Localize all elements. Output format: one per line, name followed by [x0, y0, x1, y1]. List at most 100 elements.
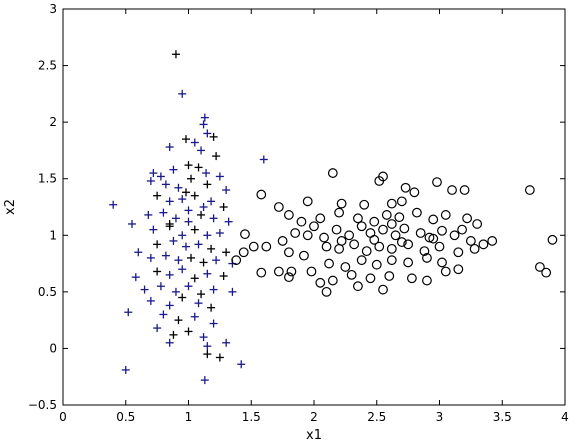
plus-point	[181, 135, 190, 144]
circle-point	[386, 243, 397, 254]
plus-point	[224, 217, 233, 226]
plus-point	[197, 210, 206, 219]
plus-point	[181, 242, 190, 251]
circle-point	[315, 277, 326, 288]
plus-point	[199, 120, 208, 129]
plus-point	[171, 214, 180, 223]
plus-point	[207, 197, 216, 206]
plus-point	[171, 50, 180, 59]
plus-point	[124, 308, 133, 317]
y-tick-label: 1	[49, 228, 57, 242]
circle-point	[547, 234, 558, 245]
plus-point	[184, 327, 193, 336]
circle-point	[261, 241, 272, 252]
x-tick-label: 4	[561, 410, 569, 424]
plus-point	[161, 180, 170, 189]
circle-point	[277, 236, 288, 246]
plus-point	[222, 338, 231, 347]
circle-point	[361, 246, 372, 257]
circle-point	[378, 224, 388, 235]
plus-point	[174, 256, 183, 265]
x-tick-label: 3.5	[493, 410, 512, 424]
plus-point	[215, 229, 224, 238]
axis-ticks: 0 0.5 1 1.5 2 2.5 3 3.5 4−0.500.511.522.53	[28, 2, 569, 424]
plus-point	[181, 188, 190, 197]
plus-point	[153, 240, 162, 249]
plus-point	[121, 365, 130, 374]
y-tick-label: 0	[49, 341, 57, 355]
x-tick-label: 1.5	[242, 410, 261, 424]
plot-marks	[109, 50, 558, 385]
circle-point	[422, 253, 432, 263]
plus-point	[203, 129, 212, 138]
plus-point	[215, 353, 224, 362]
x-axis-label: x1	[306, 428, 322, 443]
plus-point	[128, 219, 137, 228]
circle-point	[327, 168, 338, 178]
plus-point	[199, 258, 208, 267]
plus-point	[187, 253, 196, 262]
circle-point	[412, 207, 422, 218]
plus-point	[190, 312, 199, 321]
plus-point	[178, 231, 187, 240]
plus-point	[200, 113, 209, 122]
circle-point	[299, 250, 309, 261]
circle-point	[457, 224, 467, 235]
plus-point	[228, 287, 237, 296]
circle-point	[487, 236, 498, 246]
x-tick-label: 2.5	[367, 410, 386, 424]
y-tick-label: 1.5	[38, 172, 57, 186]
plus-point	[209, 319, 218, 328]
plus-point	[174, 316, 183, 325]
circle-point	[453, 247, 464, 258]
plus-point	[146, 253, 155, 262]
circle-point	[365, 273, 376, 284]
circle-point	[284, 272, 294, 283]
plus-point	[203, 180, 212, 189]
plus-point	[190, 225, 199, 234]
circle-point	[286, 266, 297, 277]
circle-point	[432, 177, 442, 188]
circle-point	[422, 275, 432, 286]
plus-point	[259, 155, 268, 164]
circle-point	[386, 219, 397, 229]
circle-point	[535, 262, 545, 272]
circle-point	[447, 185, 457, 195]
plus-point	[156, 282, 165, 291]
plus-point	[144, 210, 153, 219]
circle-point	[472, 219, 483, 229]
plus-point	[165, 219, 174, 228]
plus-point	[209, 285, 218, 294]
plus-point	[178, 293, 187, 302]
circle-point	[334, 207, 345, 218]
circle-point	[390, 230, 401, 241]
plus-point	[174, 183, 183, 192]
plus-point	[237, 360, 246, 369]
circle-point	[396, 196, 407, 207]
plus-point	[203, 231, 212, 240]
plus-point	[153, 267, 162, 276]
circle-point	[434, 241, 445, 252]
circle-point	[449, 230, 460, 241]
circle-point	[394, 212, 405, 223]
plus-point	[149, 225, 158, 234]
circle-point	[403, 257, 414, 268]
plus-point	[212, 256, 221, 265]
plus-point	[146, 296, 155, 305]
plus-point	[159, 208, 168, 217]
circle-point	[524, 185, 535, 195]
plus-point	[194, 240, 203, 249]
plus-point	[197, 290, 206, 299]
circle-point	[321, 286, 332, 297]
circle-point	[315, 213, 326, 224]
plus-point	[187, 174, 196, 183]
plus-point	[199, 333, 208, 342]
circle-point	[356, 255, 367, 266]
plus-point	[171, 287, 180, 296]
circle-point	[428, 214, 439, 225]
plus-point	[203, 350, 212, 359]
plus-point	[190, 138, 199, 147]
circle-point	[440, 210, 451, 220]
plus-point	[165, 270, 174, 279]
